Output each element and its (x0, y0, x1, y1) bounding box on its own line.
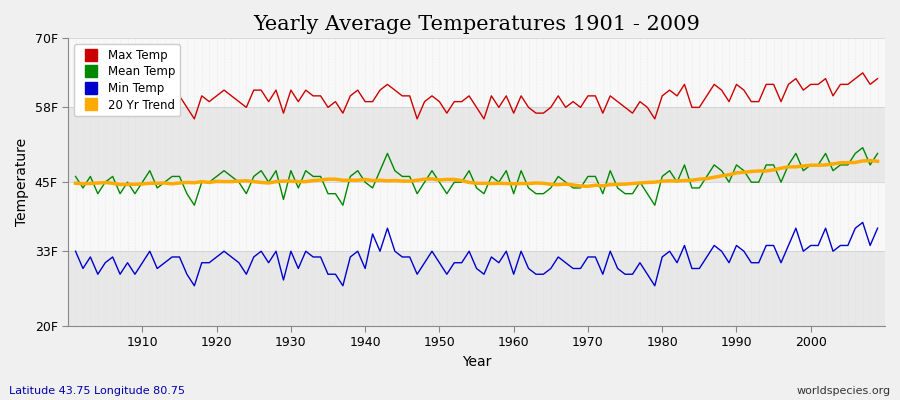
Mean Temp (345, 174, 356, 179)
20 Yr Trend (70, 181, 81, 186)
Max Temp (301, 88, 311, 92)
Min Temp (70, 249, 81, 254)
Min Temp (872, 226, 883, 231)
20 Yr Trend (865, 158, 876, 163)
Mean Temp (516, 168, 526, 173)
Mean Temp (130, 191, 140, 196)
20 Yr Trend (292, 179, 303, 184)
Min Temp (516, 249, 526, 254)
Max Temp (130, 111, 140, 116)
X-axis label: Year: Year (462, 355, 491, 369)
Line: Mean Temp: Mean Temp (76, 148, 878, 205)
20 Yr Trend (605, 182, 616, 187)
Min Temp (508, 272, 519, 277)
Min Temp (858, 220, 868, 225)
Max Temp (508, 111, 519, 116)
Max Temp (70, 99, 81, 104)
Max Temp (872, 76, 883, 81)
Legend: Max Temp, Mean Temp, Min Temp, 20 Yr Trend: Max Temp, Mean Temp, Min Temp, 20 Yr Tre… (74, 44, 180, 116)
Mean Temp (189, 203, 200, 208)
Text: worldspecies.org: worldspecies.org (796, 386, 891, 396)
Max Temp (858, 70, 868, 75)
Bar (68, 107, 885, 182)
Text: Latitude 43.75 Longitude 80.75: Latitude 43.75 Longitude 80.75 (9, 386, 185, 396)
Line: 20 Yr Trend: 20 Yr Trend (76, 161, 878, 186)
Min Temp (605, 249, 616, 254)
20 Yr Trend (501, 181, 512, 186)
Bar (68, 251, 885, 326)
Mean Temp (508, 191, 519, 196)
Line: Max Temp: Max Temp (76, 73, 878, 119)
20 Yr Trend (508, 182, 519, 186)
Mean Temp (858, 145, 868, 150)
Max Temp (345, 94, 356, 98)
Mean Temp (70, 174, 81, 179)
Max Temp (516, 94, 526, 98)
Min Temp (345, 254, 356, 259)
20 Yr Trend (872, 159, 883, 164)
Title: Yearly Average Temperatures 1901 - 2009: Yearly Average Temperatures 1901 - 2009 (253, 15, 700, 34)
Mean Temp (605, 168, 616, 173)
Line: Min Temp: Min Temp (76, 222, 878, 286)
20 Yr Trend (130, 182, 140, 187)
Mean Temp (872, 151, 883, 156)
Mean Temp (301, 168, 311, 173)
Min Temp (301, 249, 311, 254)
20 Yr Trend (338, 178, 348, 183)
20 Yr Trend (582, 184, 593, 189)
Max Temp (605, 94, 616, 98)
Min Temp (189, 283, 200, 288)
Bar (68, 182, 885, 251)
Y-axis label: Temperature: Temperature (15, 138, 29, 226)
Bar (68, 38, 885, 107)
Max Temp (189, 116, 200, 121)
Min Temp (130, 272, 140, 277)
